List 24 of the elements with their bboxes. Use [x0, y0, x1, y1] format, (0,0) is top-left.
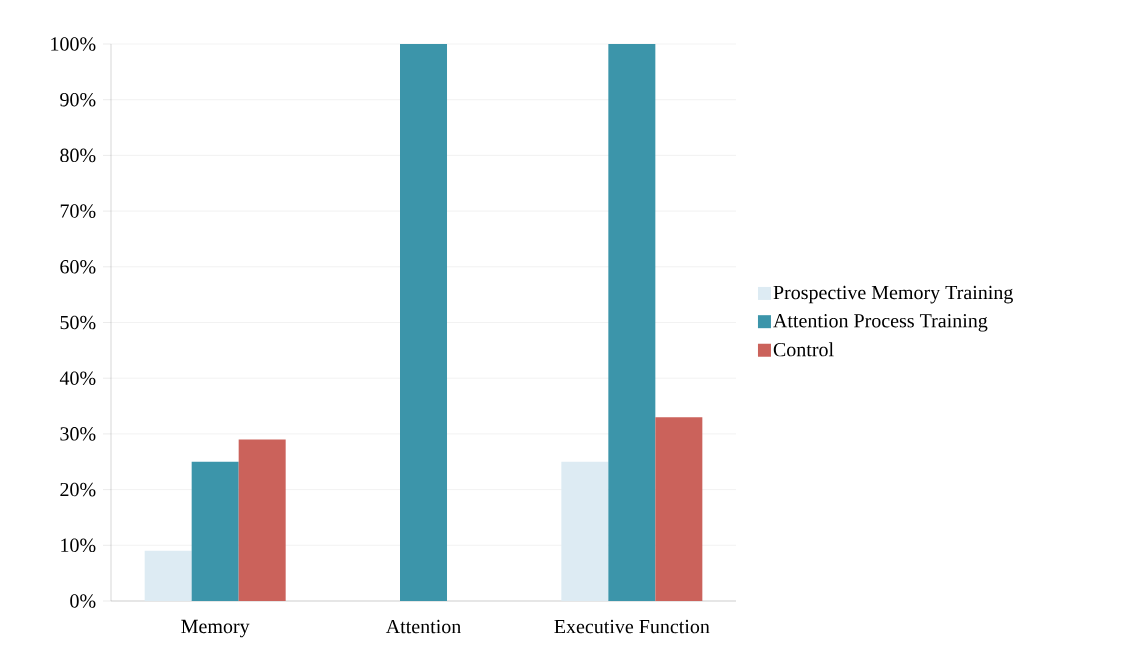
bar	[608, 44, 656, 601]
legend-label: Prospective Memory Training	[773, 285, 1013, 304]
y-tick-label: 50%	[60, 315, 96, 330]
y-tick-label: 80%	[60, 148, 96, 163]
y-tick-label: 90%	[60, 92, 96, 107]
y-tick-label: 40%	[59, 371, 96, 385]
y-tick-label: 30%	[60, 427, 96, 441]
bar	[400, 44, 448, 601]
legend-label: Control	[773, 342, 834, 357]
y-tick-label: 20%	[60, 482, 96, 497]
bar	[238, 439, 286, 601]
bar	[144, 550, 192, 601]
x-tick-label: Attention	[385, 619, 461, 634]
y-tick-label: 60%	[60, 260, 96, 274]
y-tick-label: 10%	[61, 538, 96, 553]
bar	[191, 461, 239, 601]
bar	[561, 461, 609, 601]
y-tick-label: 70%	[60, 204, 96, 218]
legend-label: Attention Process Training	[773, 314, 988, 332]
x-tick-label: Memory	[181, 619, 250, 638]
x-tick-label: Executive Function	[554, 619, 710, 634]
bar	[655, 417, 703, 601]
y-tick-label: 100%	[51, 37, 96, 51]
y-tick-label: 0%	[70, 594, 96, 608]
